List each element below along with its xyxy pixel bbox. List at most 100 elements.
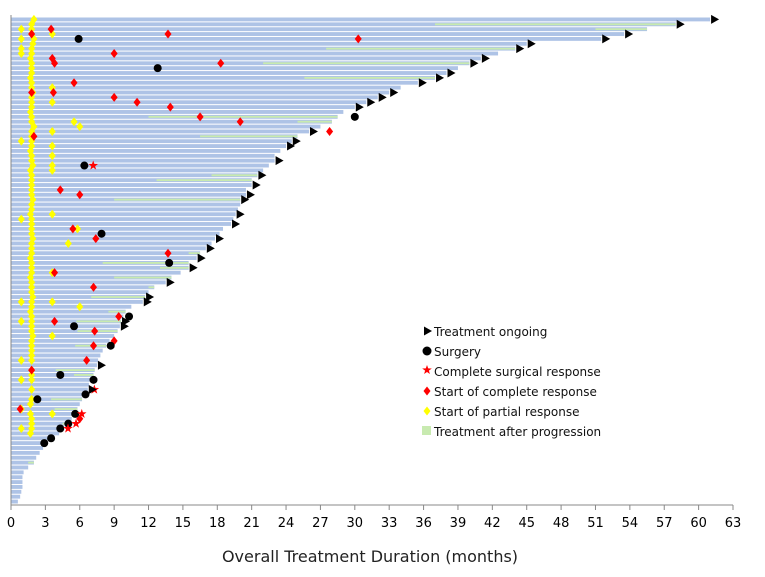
partial-response-marker [64, 238, 72, 248]
progression-segment [148, 286, 155, 289]
partial-response-marker [28, 350, 36, 360]
ongoing-marker [166, 277, 175, 287]
x-tick-label: 27 [312, 516, 329, 531]
surgery-marker [56, 424, 65, 433]
patient-bar [11, 222, 232, 226]
ongoing-marker [197, 253, 206, 263]
legend-label: Treatment ongoing [433, 325, 547, 339]
ongoing-marker [602, 34, 611, 44]
legend-label: Treatment after progression [433, 425, 601, 439]
progression-segment [211, 174, 258, 177]
partial-response-marker [29, 39, 37, 49]
x-tick-label: 15 [175, 516, 192, 531]
patient-bar [11, 110, 344, 114]
x-tick-label: 30 [347, 516, 364, 531]
complete-surgical-marker [71, 418, 81, 428]
patient-bar [11, 75, 436, 80]
x-axis-ticks: 0 3 6 9 12 15 18 21 24 27 30 33 36 39 42 45 48 51 54 57 60 63 [7, 505, 741, 531]
complete-response-marker [90, 341, 98, 351]
partial-response-marker [28, 277, 36, 287]
complete-response-marker [49, 87, 57, 97]
partial-response-marker [28, 321, 36, 331]
x-tick-label: 9 [110, 516, 118, 531]
partial-response-marker [17, 375, 25, 385]
complete-response-marker [115, 312, 123, 322]
patient-bar [11, 299, 143, 304]
markers-group [16, 14, 720, 448]
patient-bar [11, 212, 236, 217]
complete-response-legend-icon [423, 386, 431, 396]
progression-segment [102, 262, 189, 264]
patient-bar [11, 61, 470, 66]
complete-response-marker [90, 282, 98, 292]
patient-bar [11, 256, 197, 260]
partial-response-marker [17, 297, 25, 307]
x-tick-label: 45 [518, 516, 535, 531]
patient-bar [11, 319, 122, 324]
x-tick-label: 24 [278, 516, 295, 531]
patient-bar [11, 105, 355, 110]
partial-response-marker [73, 224, 81, 234]
x-axis-label: Overall Treatment Duration (months) [222, 547, 518, 566]
complete-response-marker [110, 92, 118, 102]
partial-response-marker [28, 97, 36, 107]
surgery-marker [40, 439, 49, 448]
partial-response-marker [28, 78, 36, 88]
patient-bar [11, 56, 481, 61]
progression-segment [297, 120, 332, 123]
complete-response-marker [326, 126, 334, 136]
x-tick-label: 54 [622, 516, 639, 531]
progression-segment [188, 252, 201, 255]
patient-bar [11, 153, 275, 158]
patient-bar [11, 348, 103, 353]
patient-bar [11, 168, 264, 173]
progression-segment [28, 461, 34, 464]
x-tick-label: 18 [209, 516, 226, 531]
surgery-marker [81, 390, 90, 399]
x-tick-label: 42 [484, 516, 501, 531]
patient-bar [11, 66, 458, 71]
complete-response-marker [110, 49, 118, 59]
ongoing-marker [120, 321, 129, 331]
patient-bar [11, 470, 24, 475]
ongoing-marker [88, 385, 97, 395]
patient-bar [11, 295, 146, 299]
patient-bar [11, 455, 37, 460]
patient-bar [11, 32, 625, 36]
partial-response-marker [28, 24, 36, 34]
ongoing-marker [470, 58, 479, 68]
ongoing-marker [516, 44, 525, 54]
x-tick-label: 36 [415, 516, 432, 531]
partial-response-marker [48, 297, 56, 307]
surgery-marker [74, 34, 83, 43]
partial-response-marker [28, 263, 36, 273]
progression-segment [114, 198, 241, 201]
partial-response-marker [26, 399, 34, 409]
patient-bar [11, 338, 110, 343]
partial-response-marker [28, 199, 36, 209]
patient-bar [11, 246, 206, 251]
partial-response-marker [48, 97, 56, 107]
complete-response-marker [70, 78, 78, 88]
x-tick-label: 57 [656, 516, 673, 531]
ongoing-marker [241, 195, 250, 205]
partial-response-marker [28, 282, 36, 292]
patient-bar [11, 489, 22, 494]
partial-response-marker [28, 258, 36, 268]
partial-response-marker [17, 136, 25, 146]
patient-bar [11, 465, 29, 470]
ongoing-marker [246, 190, 255, 200]
complete-response-marker [28, 29, 36, 39]
complete-response-marker [69, 224, 77, 234]
patient-bar [11, 363, 97, 368]
patient-bar [11, 373, 94, 377]
partial-response-marker [28, 175, 36, 185]
ongoing-marker [378, 92, 387, 102]
progression-segment [156, 179, 252, 182]
progression-segment [55, 369, 95, 372]
partial-response-marker [28, 385, 36, 395]
surgery-marker [47, 434, 56, 443]
ongoing-marker [676, 19, 685, 29]
partial-response-marker [29, 331, 37, 341]
progression-segment [76, 320, 122, 323]
